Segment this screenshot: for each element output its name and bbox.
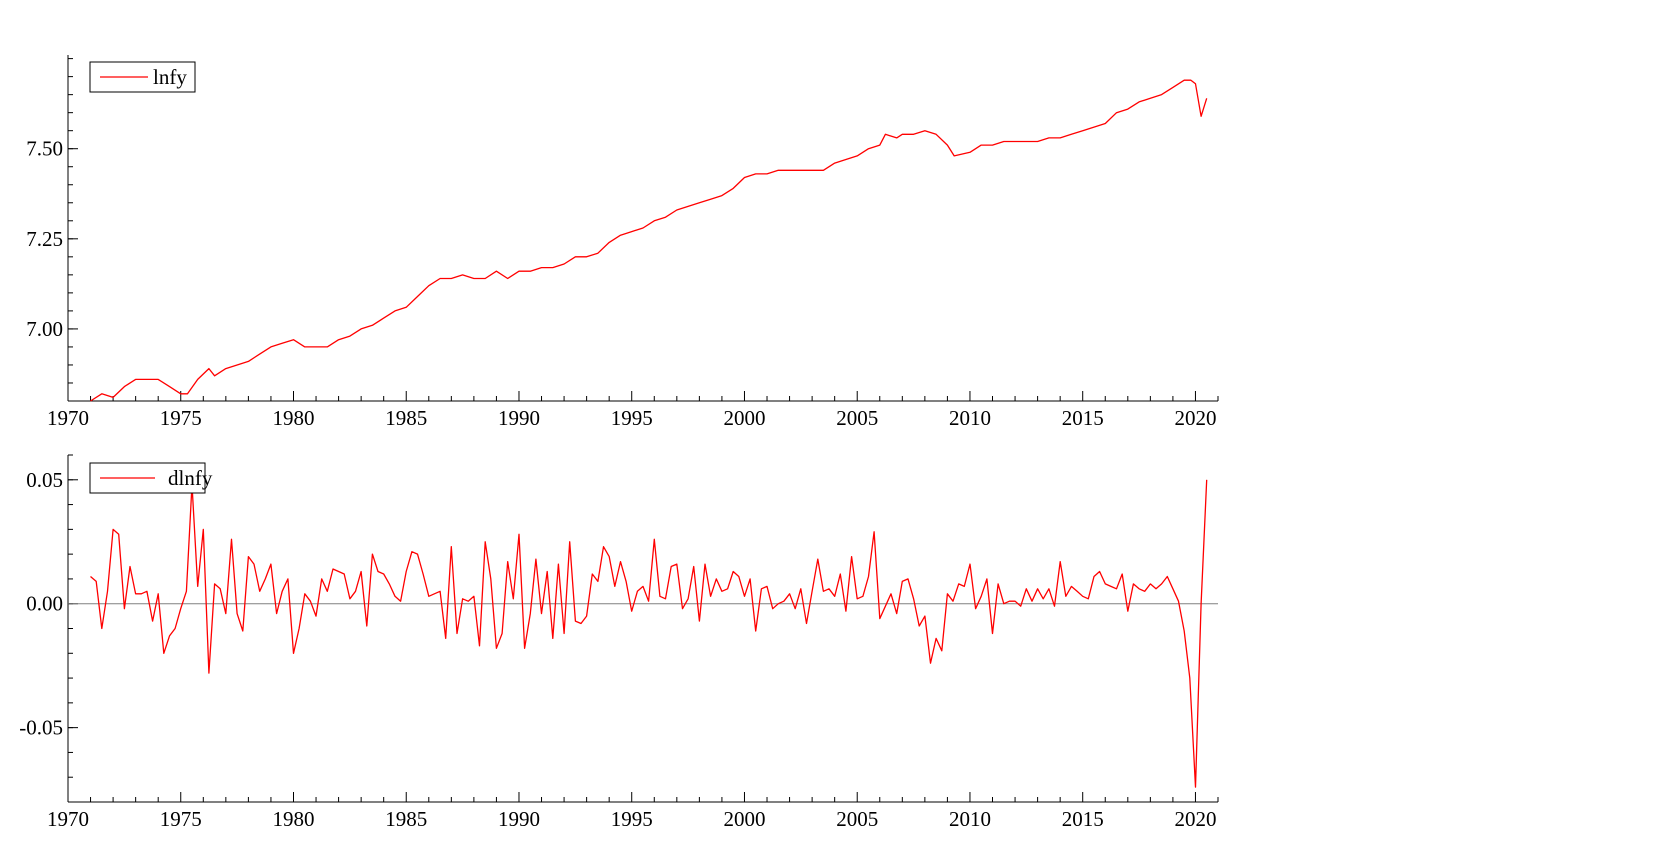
dlnfy-legend: dlnfy [89,462,213,494]
y-tick-label: -0.05 [19,716,63,740]
lnfy-series-group [90,79,1208,402]
legend-label-lnfy: lnfy [153,65,187,89]
x-tick-label: 1990 [498,807,540,831]
x-tick-label: 1970 [47,807,89,831]
x-tick-label: 2015 [1062,406,1104,430]
x-tick-label: 1970 [47,406,89,430]
x-tick-label: 2015 [1062,807,1104,831]
x-tick-label: 2005 [836,406,878,430]
lnfy-panel: 1970 1975 1980 1985 1990 1995 2000 2005 2010 2015… [26,55,1219,430]
x-tick-label: 1995 [611,406,653,430]
x-tick-label: 2000 [723,406,765,430]
x-tick-label: 2005 [836,807,878,831]
lnfy-ticks: 1970 1975 1980 1985 1990 1995 2000 2005 2010 2015… [26,58,1219,430]
y-tick-label: 7.00 [26,317,63,341]
x-tick-label: 1975 [160,406,202,430]
series-line-dlnfy [90,479,1208,788]
x-tick-label: 1985 [385,807,427,831]
x-tick-label: 2020 [1174,807,1216,831]
y-tick-label: 7.50 [26,137,63,161]
x-tick-label: 1975 [160,807,202,831]
x-tick-label: 1980 [272,807,314,831]
x-tick-label: 1990 [498,406,540,430]
y-tick-label: 0.00 [26,592,63,616]
y-tick-label: 0.05 [26,468,63,492]
x-tick-label: 1980 [272,406,314,430]
lnfy-legend: lnfy [89,61,196,93]
x-tick-label: 2010 [949,807,991,831]
dlnfy-panel: 1970 1975 1980 1985 1990 1995 2000 2005 2010 2015… [19,454,1219,831]
dlnfy-axes [67,455,1218,803]
dlnfy-series-group [90,479,1208,788]
series-line-lnfy [90,79,1208,402]
dlnfy-ticks: 1970 1975 1980 1985 1990 1995 2000 2005 2010 2015… [19,454,1219,831]
legend-label-dlnfy: dlnfy [168,466,213,490]
x-tick-label: 2010 [949,406,991,430]
x-tick-label: 1995 [611,807,653,831]
x-tick-label: 1985 [385,406,427,430]
x-tick-label: 2000 [723,807,765,831]
y-tick-label: 7.25 [26,227,63,251]
x-tick-label: 2020 [1174,406,1216,430]
